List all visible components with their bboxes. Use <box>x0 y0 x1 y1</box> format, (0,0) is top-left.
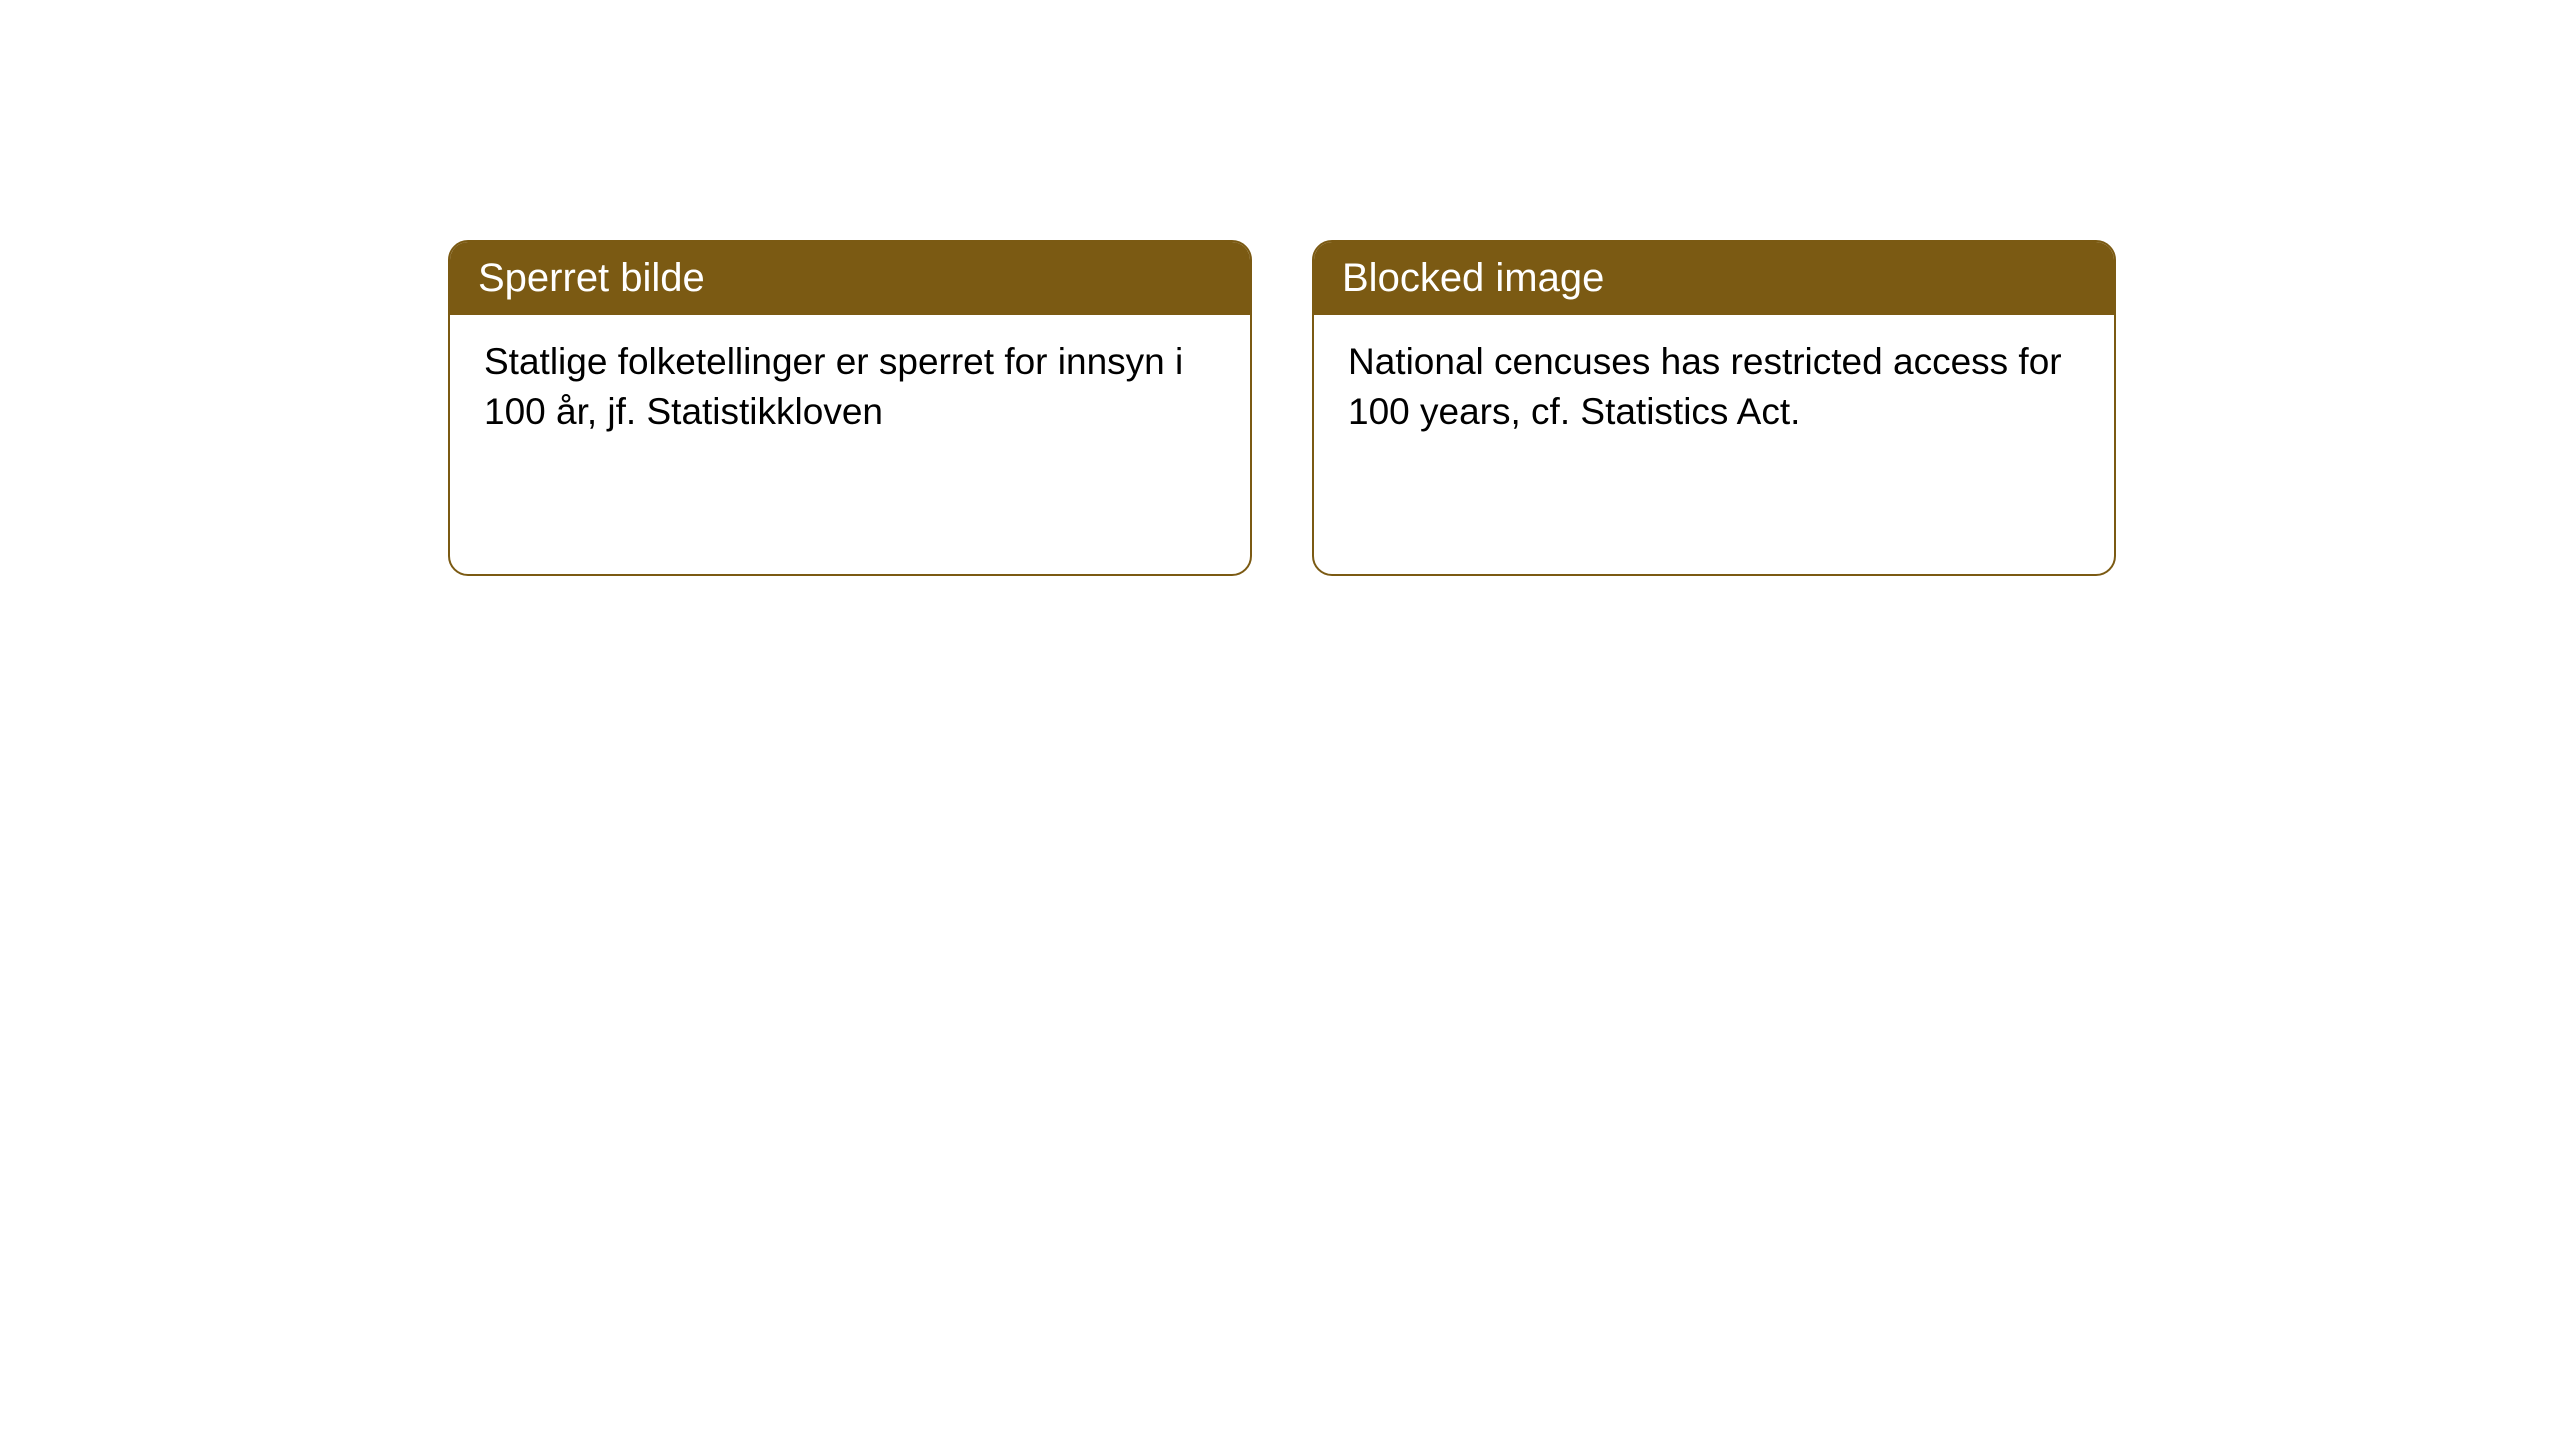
notice-card-body: Statlige folketellinger er sperret for i… <box>450 315 1250 459</box>
notice-card-norwegian: Sperret bilde Statlige folketellinger er… <box>448 240 1252 576</box>
notice-card-title: Blocked image <box>1314 242 2114 315</box>
notice-card-title: Sperret bilde <box>450 242 1250 315</box>
notice-cards-container: Sperret bilde Statlige folketellinger er… <box>448 240 2116 576</box>
notice-card-english: Blocked image National cencuses has rest… <box>1312 240 2116 576</box>
notice-card-body: National cencuses has restricted access … <box>1314 315 2114 459</box>
